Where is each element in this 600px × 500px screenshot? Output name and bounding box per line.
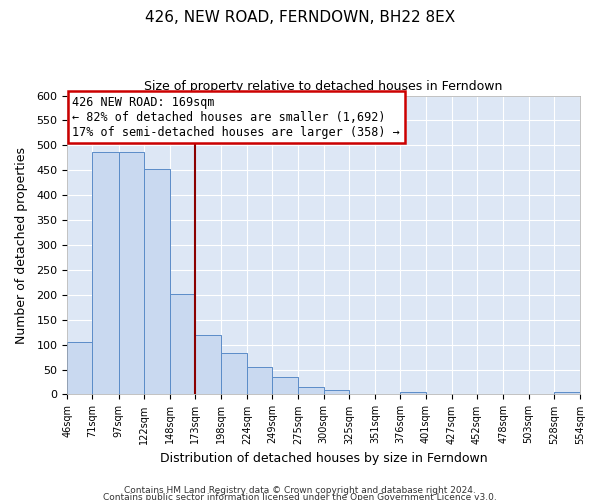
- Bar: [67, 342, 92, 394]
- Bar: [119, 152, 144, 394]
- Text: 426, NEW ROAD, FERNDOWN, BH22 8EX: 426, NEW ROAD, FERNDOWN, BH22 8EX: [145, 10, 455, 25]
- Text: Contains HM Land Registry data © Crown copyright and database right 2024.: Contains HM Land Registry data © Crown c…: [124, 486, 476, 495]
- Bar: [247, 366, 272, 394]
- Bar: [323, 390, 349, 394]
- Bar: [400, 392, 425, 394]
- Bar: [272, 376, 298, 394]
- Bar: [554, 392, 580, 394]
- Bar: [298, 388, 323, 394]
- Bar: [221, 353, 247, 395]
- Title: Size of property relative to detached houses in Ferndown: Size of property relative to detached ho…: [145, 80, 503, 93]
- X-axis label: Distribution of detached houses by size in Ferndown: Distribution of detached houses by size …: [160, 452, 487, 465]
- Bar: [170, 294, 196, 394]
- Bar: [144, 169, 170, 394]
- Y-axis label: Number of detached properties: Number of detached properties: [15, 146, 28, 344]
- Bar: [92, 152, 119, 394]
- Text: Contains public sector information licensed under the Open Government Licence v3: Contains public sector information licen…: [103, 494, 497, 500]
- Text: 426 NEW ROAD: 169sqm
← 82% of detached houses are smaller (1,692)
17% of semi-de: 426 NEW ROAD: 169sqm ← 82% of detached h…: [73, 96, 400, 138]
- Bar: [196, 334, 221, 394]
